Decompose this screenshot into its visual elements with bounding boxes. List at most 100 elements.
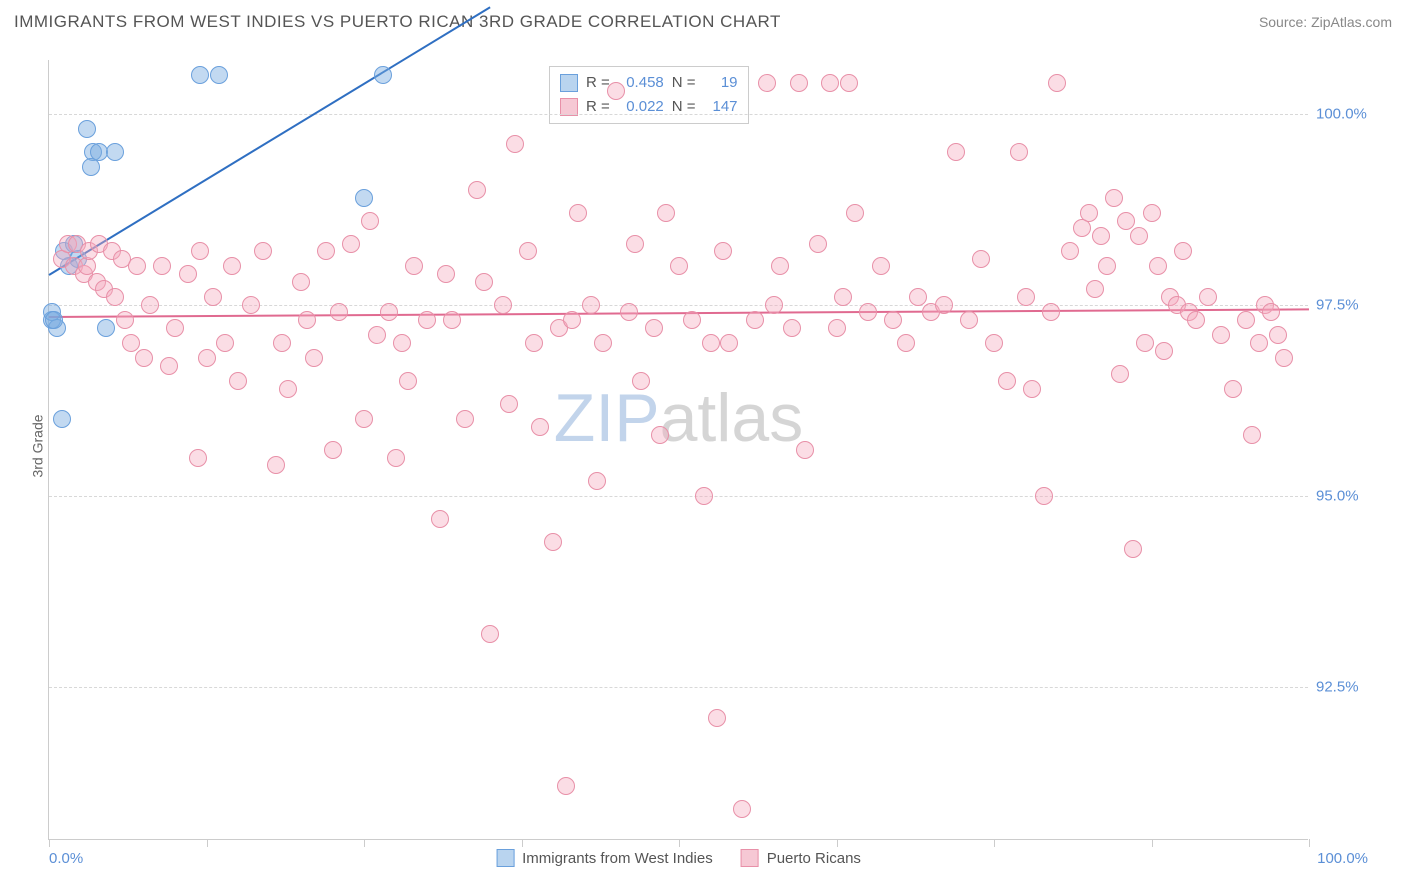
y-axis-label: 3rd Grade xyxy=(30,414,46,477)
watermark: ZIPatlas xyxy=(554,379,803,457)
x-tick xyxy=(837,839,838,847)
scatter-point-puerto_rican xyxy=(695,487,713,505)
scatter-point-puerto_rican xyxy=(1098,257,1116,275)
chart-title: IMMIGRANTS FROM WEST INDIES VS PUERTO RI… xyxy=(14,12,781,32)
scatter-point-puerto_rican xyxy=(204,288,222,306)
scatter-point-puerto_rican xyxy=(1010,143,1028,161)
scatter-point-puerto_rican xyxy=(368,326,386,344)
scatter-point-puerto_rican xyxy=(632,372,650,390)
scatter-point-west_indies xyxy=(374,66,392,84)
scatter-point-puerto_rican xyxy=(1155,342,1173,360)
scatter-point-puerto_rican xyxy=(141,296,159,314)
scatter-point-puerto_rican xyxy=(1042,303,1060,321)
scatter-point-puerto_rican xyxy=(783,319,801,337)
legend-swatch-west_indies xyxy=(496,849,514,867)
scatter-point-puerto_rican xyxy=(884,311,902,329)
scatter-point-puerto_rican xyxy=(1080,204,1098,222)
scatter-point-puerto_rican xyxy=(399,372,417,390)
statbox-row-puerto_rican: R =0.022N =147 xyxy=(560,95,738,119)
scatter-point-puerto_rican xyxy=(626,235,644,253)
scatter-point-puerto_rican xyxy=(796,441,814,459)
y-tick-label: 92.5% xyxy=(1316,679,1396,696)
x-axis-min-label: 0.0% xyxy=(49,850,83,867)
scatter-point-puerto_rican xyxy=(405,257,423,275)
scatter-point-puerto_rican xyxy=(557,777,575,795)
scatter-point-puerto_rican xyxy=(380,303,398,321)
scatter-point-puerto_rican xyxy=(355,410,373,428)
scatter-point-puerto_rican xyxy=(191,242,209,260)
scatter-point-puerto_rican xyxy=(594,334,612,352)
scatter-point-puerto_rican xyxy=(481,625,499,643)
scatter-point-puerto_rican xyxy=(1212,326,1230,344)
scatter-point-puerto_rican xyxy=(267,456,285,474)
scatter-point-west_indies xyxy=(78,120,96,138)
scatter-point-puerto_rican xyxy=(198,349,216,367)
scatter-point-puerto_rican xyxy=(1035,487,1053,505)
scatter-point-puerto_rican xyxy=(189,449,207,467)
swatch-west_indies xyxy=(560,74,578,92)
scatter-point-puerto_rican xyxy=(645,319,663,337)
scatter-point-puerto_rican xyxy=(1199,288,1217,306)
scatter-point-puerto_rican xyxy=(771,257,789,275)
plot-area: ZIPatlas R =0.458N =19R =0.022N =147 0.0… xyxy=(48,60,1308,840)
scatter-point-puerto_rican xyxy=(122,334,140,352)
scatter-point-puerto_rican xyxy=(456,410,474,428)
scatter-point-puerto_rican xyxy=(828,319,846,337)
scatter-point-west_indies xyxy=(82,158,100,176)
scatter-point-puerto_rican xyxy=(500,395,518,413)
scatter-point-puerto_rican xyxy=(1111,365,1129,383)
scatter-point-puerto_rican xyxy=(305,349,323,367)
scatter-point-puerto_rican xyxy=(443,311,461,329)
scatter-point-puerto_rican xyxy=(160,357,178,375)
scatter-point-puerto_rican xyxy=(292,273,310,291)
scatter-point-puerto_rican xyxy=(683,311,701,329)
scatter-point-puerto_rican xyxy=(317,242,335,260)
scatter-point-puerto_rican xyxy=(330,303,348,321)
watermark-part-a: ZIP xyxy=(554,380,660,456)
scatter-point-puerto_rican xyxy=(468,181,486,199)
trendline-west_indies xyxy=(48,7,490,276)
scatter-point-puerto_rican xyxy=(361,212,379,230)
scatter-point-puerto_rican xyxy=(972,250,990,268)
scatter-point-puerto_rican xyxy=(1224,380,1242,398)
scatter-point-puerto_rican xyxy=(569,204,587,222)
scatter-point-puerto_rican xyxy=(1017,288,1035,306)
scatter-point-puerto_rican xyxy=(840,74,858,92)
scatter-point-puerto_rican xyxy=(342,235,360,253)
scatter-point-puerto_rican xyxy=(651,426,669,444)
scatter-point-puerto_rican xyxy=(607,82,625,100)
scatter-point-puerto_rican xyxy=(116,311,134,329)
stat-n-value: 19 xyxy=(704,71,738,95)
scatter-point-puerto_rican xyxy=(758,74,776,92)
scatter-point-puerto_rican xyxy=(1136,334,1154,352)
scatter-point-puerto_rican xyxy=(765,296,783,314)
scatter-point-puerto_rican xyxy=(1143,204,1161,222)
scatter-point-puerto_rican xyxy=(544,533,562,551)
scatter-point-puerto_rican xyxy=(128,257,146,275)
scatter-point-puerto_rican xyxy=(1275,349,1293,367)
x-tick xyxy=(522,839,523,847)
statbox-row-west_indies: R =0.458N =19 xyxy=(560,71,738,95)
scatter-point-puerto_rican xyxy=(418,311,436,329)
scatter-point-puerto_rican xyxy=(1105,189,1123,207)
y-tick-label: 100.0% xyxy=(1316,105,1396,122)
x-tick xyxy=(207,839,208,847)
scatter-point-puerto_rican xyxy=(620,303,638,321)
scatter-point-puerto_rican xyxy=(324,441,342,459)
scatter-point-puerto_rican xyxy=(254,242,272,260)
stat-r-label: R = xyxy=(586,95,610,119)
scatter-point-puerto_rican xyxy=(821,74,839,92)
scatter-point-puerto_rican xyxy=(519,242,537,260)
scatter-point-west_indies xyxy=(191,66,209,84)
source-attribution: Source: ZipAtlas.com xyxy=(1259,14,1392,30)
scatter-point-west_indies xyxy=(106,143,124,161)
gridline-h xyxy=(49,114,1308,115)
scatter-point-puerto_rican xyxy=(494,296,512,314)
scatter-point-puerto_rican xyxy=(657,204,675,222)
scatter-point-puerto_rican xyxy=(588,472,606,490)
scatter-point-puerto_rican xyxy=(1117,212,1135,230)
scatter-point-puerto_rican xyxy=(1092,227,1110,245)
scatter-point-puerto_rican xyxy=(563,311,581,329)
scatter-point-puerto_rican xyxy=(298,311,316,329)
scatter-point-puerto_rican xyxy=(531,418,549,436)
